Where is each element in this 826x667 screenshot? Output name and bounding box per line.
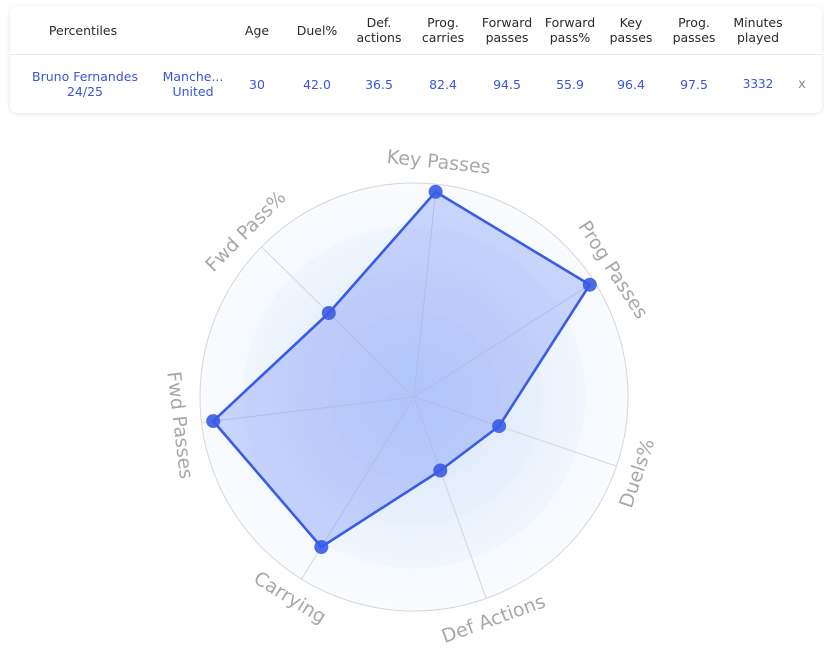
radar-spoke-3 bbox=[413, 396, 487, 599]
cell-forward-passes: 94.5 bbox=[493, 76, 521, 92]
radar-series bbox=[211, 190, 592, 549]
header-forward-pass-pct: Forward pass% bbox=[544, 15, 596, 45]
header-minutes-played: Minutes played bbox=[733, 15, 783, 45]
radar-point-def-actions[interactable] bbox=[433, 463, 448, 478]
radar-spoke-5 bbox=[201, 396, 415, 424]
header-prog-carries: Prog. carries bbox=[421, 15, 465, 45]
axis-label-key-passes: Key Passes bbox=[386, 146, 492, 179]
radar-point-fwd-pass[interactable] bbox=[321, 306, 336, 320]
percentiles-table: Percentiles Age Duel% Def. actions Prog.… bbox=[10, 6, 822, 113]
cell-age: 30 bbox=[249, 76, 265, 92]
header-def-actions: Def. actions bbox=[356, 15, 402, 45]
cell-forward-pass-pct: 55.9 bbox=[556, 76, 584, 92]
radar-spoke-1 bbox=[413, 281, 595, 398]
cell-key-passes: 96.4 bbox=[617, 76, 645, 92]
radar-point-carrying[interactable] bbox=[314, 540, 329, 554]
cell-def-actions: 36.5 bbox=[365, 76, 393, 92]
cell-duel: 42.0 bbox=[303, 76, 331, 92]
cell-prog-passes: 97.5 bbox=[680, 76, 708, 92]
radar-spoke-0 bbox=[413, 184, 437, 398]
radar-point-duels[interactable] bbox=[492, 419, 507, 434]
radar-point-fwd-passes[interactable] bbox=[206, 414, 221, 429]
radar-spoke-6 bbox=[261, 246, 415, 398]
cell-minutes-played: 3332 bbox=[742, 76, 774, 91]
cell-prog-carries: 82.4 bbox=[429, 76, 457, 92]
header-forward-passes: Forward passes bbox=[481, 15, 533, 45]
header-percentiles: Percentiles bbox=[48, 22, 118, 38]
axis-label-fwd-passes: Fwd Passes bbox=[162, 370, 197, 480]
radar-points bbox=[206, 184, 597, 554]
header-prog-passes: Prog. passes bbox=[672, 15, 716, 45]
team-name-link[interactable]: Manche... United bbox=[162, 69, 224, 99]
header-key-passes: Key passes bbox=[609, 15, 653, 45]
radar-spoke-2 bbox=[413, 396, 617, 467]
table-divider bbox=[10, 54, 822, 55]
remove-row-button[interactable]: x bbox=[798, 76, 806, 92]
radar-point-key-passes[interactable] bbox=[428, 184, 443, 199]
player-name-link[interactable]: Bruno Fernandes 24/25 bbox=[32, 69, 138, 99]
radar-series-0 bbox=[211, 190, 592, 549]
header-age: Age bbox=[244, 22, 270, 38]
radar-point-prog-passes[interactable] bbox=[582, 277, 597, 292]
header-duel: Duel% bbox=[296, 22, 338, 38]
